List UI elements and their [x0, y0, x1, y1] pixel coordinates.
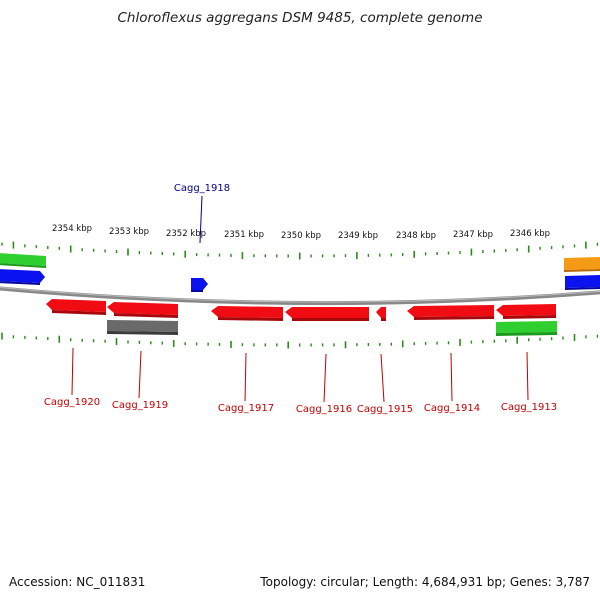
gene-cagg-1919[interactable] — [107, 302, 178, 318]
scale-label-2354: 2354 kbp — [52, 224, 92, 234]
scale-ticks-upper — [1, 241, 599, 260]
scale-label-2350: 2350 kbp — [281, 231, 321, 241]
gene-cagg-1915[interactable] — [376, 307, 386, 321]
gene-cagg-1918[interactable] — [191, 278, 208, 292]
gene-label-cagg-1914[interactable]: Cagg_1914 — [424, 403, 480, 414]
leader-cagg-1916 — [323, 353, 327, 403]
gene-cagg-1913[interactable] — [496, 304, 556, 319]
genome-backbone — [0, 286, 600, 306]
gene-cagg-1920[interactable] — [46, 299, 106, 315]
leader-cagg-1920 — [71, 347, 74, 396]
scale-label-2353: 2353 kbp — [109, 227, 149, 237]
gene-label-cagg-1915[interactable]: Cagg_1915 — [357, 404, 413, 415]
gene-label-cagg-1920[interactable]: Cagg_1920 — [44, 397, 100, 408]
page-title: Chloroflexus aggregans DSM 9485, complet… — [117, 10, 483, 26]
accession-text: Accession: NC_011831 — [9, 575, 146, 589]
scale-label-2352: 2352 kbp — [166, 229, 206, 239]
gene-green-lower-right[interactable] — [496, 321, 557, 336]
gene-label-cagg-1913[interactable]: Cagg_1913 — [501, 402, 557, 413]
scale-ticks-lower — [1, 332, 599, 349]
gene-gray-lower[interactable] — [107, 320, 178, 335]
gene-cagg-1914[interactable] — [407, 305, 494, 320]
scale-label-2349: 2349 kbp — [338, 231, 378, 241]
scale-label-2347: 2347 kbp — [453, 230, 493, 240]
gene-orange-upper-right[interactable] — [564, 257, 600, 272]
scale-label-2346: 2346 kbp — [510, 229, 550, 239]
gene-label-cagg-1917[interactable]: Cagg_1917 — [218, 403, 274, 414]
leader-cagg-1919 — [138, 350, 142, 399]
gene-cagg-1916[interactable] — [285, 307, 369, 321]
gene-green-upper-left[interactable] — [0, 253, 46, 268]
leader-cagg-1913 — [526, 351, 529, 401]
genome-stats-text: Topology: circular; Length: 4,684,931 bp… — [260, 575, 590, 589]
gene-label-cagg-1916[interactable]: Cagg_1916 — [296, 404, 352, 415]
leader-cagg-1917 — [244, 352, 247, 402]
leader-cagg-1915 — [380, 353, 385, 403]
gene-blue-upper-right[interactable] — [565, 275, 600, 290]
scale-label-2351: 2351 kbp — [224, 230, 264, 240]
leader-cagg-1918 — [199, 195, 203, 244]
gene-blue-upper-left[interactable] — [0, 269, 45, 285]
leader-cagg-1914 — [450, 352, 453, 402]
gene-cagg-1917[interactable] — [211, 306, 283, 321]
gene-label-cagg-1919[interactable]: Cagg_1919 — [112, 400, 168, 411]
gene-label-cagg-1918[interactable]: Cagg_1918 — [174, 183, 230, 194]
scale-label-2348: 2348 kbp — [396, 231, 436, 241]
